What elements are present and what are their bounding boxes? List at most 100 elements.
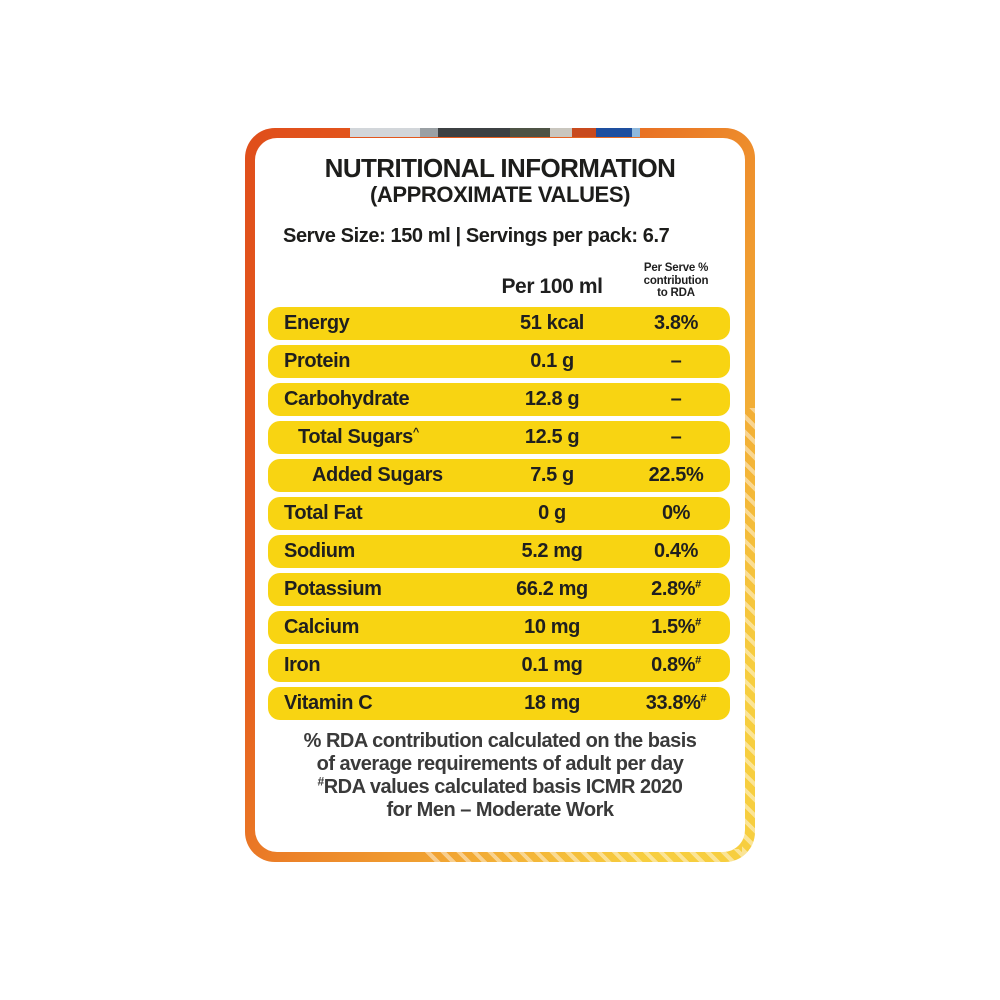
row-label: Total Fat — [284, 501, 363, 524]
table-row: Potassium 66.2 mg 2.8%# — [268, 572, 730, 606]
table-row: Carbohydrate 12.8 g – — [268, 382, 730, 416]
row-rda-sup: # — [695, 653, 701, 666]
table-row: Calcium 10 mg 1.5%# — [268, 610, 730, 644]
rda-value-cell: – — [622, 350, 730, 373]
row-value: 51 kcal — [520, 311, 584, 334]
footnote-line: for Men – Moderate Work — [255, 799, 745, 822]
footnotes: % RDA contribution calculated on the bas… — [255, 730, 745, 822]
table-row: Iron 0.1 mg 0.8%# — [268, 648, 730, 682]
rda-value-cell: 1.5%# — [622, 616, 730, 639]
row-rda: 2.8% — [651, 577, 696, 600]
row-rda: – — [670, 349, 682, 372]
row-label: Energy — [284, 311, 350, 334]
border-hatch-right — [742, 408, 755, 862]
photo-sliver-segment — [510, 128, 550, 137]
row-label: Added Sugars — [312, 463, 443, 486]
rda-value-cell: 3.8% — [622, 312, 730, 335]
row-label-sup: ^ — [412, 425, 419, 438]
row-rda-sup: # — [700, 691, 707, 704]
row-label: Carbohydrate — [284, 387, 410, 410]
row-value: 5.2 mg — [521, 539, 583, 562]
rda-value-cell: 33.8%# — [622, 692, 730, 715]
row-value: 7.5 g — [530, 463, 574, 486]
row-rda: 3.8% — [654, 311, 698, 334]
row-rda: – — [670, 425, 682, 448]
nutrient-name-cell: Calcium — [268, 616, 482, 639]
footnote-sup: # — [317, 773, 325, 788]
rda-header-line: Per Serve % — [643, 262, 709, 274]
footnote-text: of average requirements of adult per day — [316, 752, 684, 775]
column-header-rda: Per Serve % contribution to RDA — [622, 262, 730, 300]
nutrient-name-cell: Added Sugars — [268, 464, 482, 487]
nutrient-name-cell: Sodium — [268, 540, 482, 563]
nutrient-name-cell: Iron — [268, 654, 482, 677]
rda-value-cell: – — [622, 388, 730, 411]
border-hatch-bottom — [425, 849, 755, 862]
table-row: Added Sugars 7.5 g 22.5% — [268, 458, 730, 492]
per-100ml-value-cell: 12.8 g — [482, 388, 622, 411]
table-row: Total Fat 0 g 0% — [268, 496, 730, 530]
nutrient-name-cell: Total Fat — [268, 502, 482, 525]
photo-sliver-segment — [572, 128, 596, 137]
row-value: 12.5 g — [524, 425, 580, 448]
row-label: Calcium — [284, 615, 360, 638]
label-subtitle: (APPROXIMATE VALUES) — [369, 182, 631, 207]
footnote-line: % RDA contribution calculated on the bas… — [255, 730, 745, 753]
nutrition-label-card: NUTRITIONAL INFORMATION (APPROXIMATE VAL… — [245, 128, 755, 862]
label-body: NUTRITIONAL INFORMATION (APPROXIMATE VAL… — [255, 138, 745, 852]
per-100ml-value-cell: 10 mg — [482, 616, 622, 639]
row-label: Sodium — [284, 539, 355, 562]
label-title: NUTRITIONAL INFORMATION — [324, 153, 676, 183]
row-value: 18 mg — [524, 691, 580, 714]
row-label: Potassium — [284, 577, 382, 600]
table-row: Vitamin C 18 mg 33.8%# — [268, 686, 730, 720]
per-100ml-value-cell: 0 g — [482, 502, 622, 525]
table-row: Protein 0.1 g – — [268, 344, 730, 378]
row-rda: 0.4% — [654, 539, 698, 562]
column-header-per-100ml: Per 100 ml — [501, 274, 603, 298]
row-rda: 33.8% — [645, 691, 701, 714]
table-row: Sodium 5.2 mg 0.4% — [268, 534, 730, 568]
photo-sliver-segment — [420, 128, 438, 137]
photo-sliver-segment — [550, 128, 572, 137]
row-rda: 0.8% — [651, 653, 696, 676]
rda-value-cell: 22.5% — [622, 464, 730, 487]
footnote-line: #RDA values calculated basis ICMR 2020 — [255, 773, 745, 799]
rda-value-cell: 0.4% — [622, 540, 730, 563]
row-rda: 0% — [661, 501, 691, 524]
row-label: Protein — [284, 349, 351, 372]
rda-header-line: contribution — [643, 274, 709, 287]
photo-sliver-segment — [350, 128, 420, 137]
per-100ml-value-cell: 18 mg — [482, 692, 622, 715]
per-100ml-value-cell: 12.5 g — [482, 426, 622, 449]
row-value: 66.2 mg — [516, 577, 588, 600]
serve-size-info: Serve Size: 150 ml | Servings per pack: … — [283, 225, 670, 247]
row-rda-sup: # — [695, 577, 701, 590]
rda-value-cell: 0% — [622, 502, 730, 525]
footnote-text: % RDA contribution calculated on the bas… — [303, 729, 697, 752]
table-header-row: Per 100 ml Per Serve % contribution to R… — [268, 262, 730, 300]
nutrient-name-cell: Total Sugars^ — [268, 426, 482, 449]
photo-sliver-segment — [438, 128, 510, 137]
photo-sliver-segment — [596, 128, 632, 137]
row-value: 0 g — [538, 501, 566, 524]
per-100ml-value-cell: 66.2 mg — [482, 578, 622, 601]
table-row: Energy 51 kcal 3.8% — [268, 306, 730, 340]
footnote-line: of average requirements of adult per day — [255, 753, 745, 776]
rda-header-line: to RDA — [657, 287, 695, 299]
row-value: 0.1 g — [530, 349, 574, 372]
per-100ml-value-cell: 0.1 mg — [482, 654, 622, 677]
photo-sliver-segment — [632, 128, 640, 137]
rda-value-cell: 0.8%# — [622, 654, 730, 677]
per-100ml-value-cell: 0.1 g — [482, 350, 622, 373]
nutrient-name-cell: Protein — [268, 350, 482, 373]
row-label: Iron — [284, 653, 321, 676]
rda-value-cell: – — [622, 426, 730, 449]
footnote-text: RDA values calculated basis ICMR 2020 — [323, 775, 683, 798]
rda-value-cell: 2.8%# — [622, 578, 730, 601]
row-rda-sup: # — [695, 615, 701, 628]
footnote-text: for Men – Moderate Work — [386, 798, 614, 821]
nutrient-name-cell: Potassium — [268, 578, 482, 601]
nutrition-table-body: Energy 51 kcal 3.8% Protein 0.1 g – Carb… — [268, 306, 730, 720]
